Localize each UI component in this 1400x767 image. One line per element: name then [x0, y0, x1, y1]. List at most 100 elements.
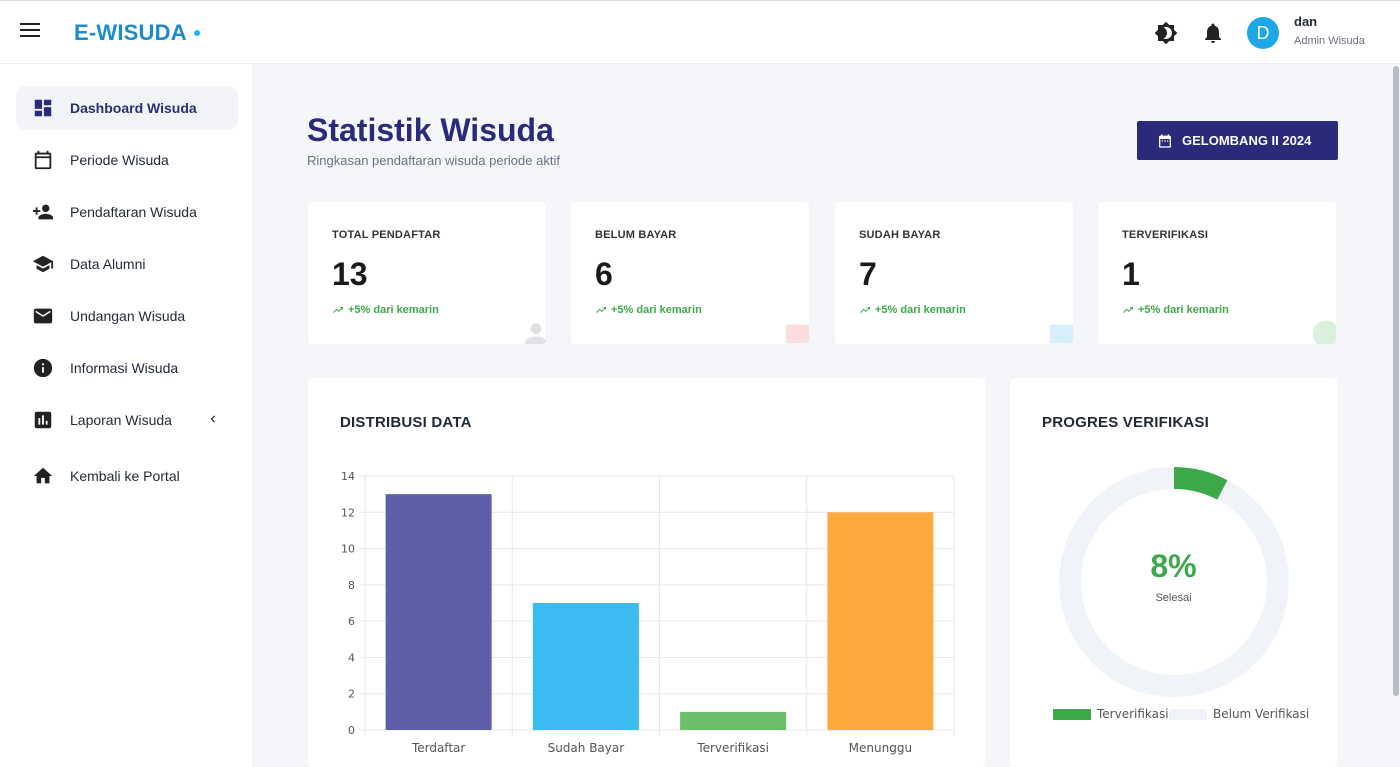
stat-trend-text: +5% dari kemarin	[348, 304, 439, 316]
stat-card-total: TOTAL PENDAFTAR 13 +5% dari kemarin	[308, 202, 546, 344]
mail-icon	[33, 308, 53, 324]
y-tick-label: 0	[348, 724, 355, 737]
legend-item-unverified[interactable]: Belum Verifikasi	[1169, 707, 1309, 721]
stat-card-sudah-bayar: SUDAH BAYAR 7 +5% dari kemarin	[835, 202, 1073, 344]
sidebar-item-label: Pendaftaran Wisuda	[70, 204, 197, 220]
legend-swatch	[1169, 708, 1207, 720]
sidebar-item-label: Periode Wisuda	[70, 152, 169, 168]
user-role: Admin Wisuda	[1294, 35, 1365, 47]
period-button[interactable]: GELOMBANG II 2024	[1137, 121, 1338, 160]
stat-label: TERVERIFIKASI	[1122, 229, 1209, 241]
home-icon	[33, 467, 53, 484]
donut-segment-verified[interactable]	[1059, 467, 1289, 697]
calendar-icon	[34, 150, 52, 170]
stat-trend-text: +5% dari kemarin	[611, 304, 702, 316]
bar-menunggu[interactable]	[827, 512, 934, 730]
legend-item-verified[interactable]: Terverifikasi	[1053, 707, 1169, 721]
legend-swatch	[1053, 708, 1091, 720]
stat-trend-text: +5% dari kemarin	[875, 304, 966, 316]
bar-sudah-bayar[interactable]	[532, 603, 639, 730]
sidebar-item-label: Undangan Wisuda	[70, 308, 186, 324]
graduation-cap-icon	[32, 255, 54, 273]
progress-panel: PROGRES VERIFIKASI 8% Selesai Terverifik…	[1010, 378, 1337, 767]
sidebar-item-label: Data Alumni	[70, 256, 146, 272]
sidebar-item-laporan[interactable]: Laporan Wisuda	[16, 398, 238, 442]
verified-icon	[1312, 320, 1336, 344]
sidebar-item-dashboard[interactable]: Dashboard Wisuda	[16, 86, 238, 130]
x-tick-label: Sudah Bayar	[548, 741, 625, 755]
y-tick-label: 8	[348, 579, 355, 592]
progress-caption: Selesai	[1155, 592, 1192, 604]
stat-value: 1	[1122, 256, 1140, 292]
person-icon	[525, 323, 546, 344]
top-header: E-WISUDA D dan Admin Wisuda	[0, 0, 1400, 64]
stat-trend: +5% dari kemarin	[595, 304, 702, 316]
sidebar-item-informasi[interactable]: Informasi Wisuda	[16, 346, 238, 390]
stat-value: 6	[595, 256, 613, 292]
wallet-icon	[1049, 324, 1073, 344]
legend-label: Terverifikasi	[1097, 707, 1169, 721]
sidebar-item-label: Laporan Wisuda	[70, 412, 172, 428]
stat-label: SUDAH BAYAR	[859, 229, 941, 241]
brand-name: E-WISUDA	[74, 20, 187, 45]
trending-up-icon	[860, 307, 870, 313]
distribution-panel: DISTRIBUSI DATA 0 2 4 6 8 10 12 14 Terdaftar Suda…	[308, 378, 985, 767]
stat-card-belum-bayar: BELUM BAYAR 6 +5% dari kemarin	[571, 202, 809, 344]
stat-card-terverifikasi: TERVERIFIKASI 1 +5% dari kemarin	[1098, 202, 1336, 344]
info-icon	[33, 358, 53, 378]
period-button-label: GELOMBANG II 2024	[1182, 133, 1312, 148]
y-tick-label: 4	[348, 651, 355, 664]
page-subtitle: Ringkasan pendaftaran wisuda periode akt…	[307, 153, 560, 168]
stat-trend: +5% dari kemarin	[332, 304, 439, 316]
payment-icon	[785, 324, 809, 344]
stat-trend-text: +5% dari kemarin	[1138, 304, 1229, 316]
y-tick-label: 12	[341, 506, 355, 519]
y-tick-label: 10	[341, 543, 355, 556]
brand-dot	[193, 30, 200, 36]
progress-percent: 8%	[1150, 548, 1197, 584]
sidebar-item-pendaftaran[interactable]: Pendaftaran Wisuda	[16, 190, 238, 234]
sidebar-item-label: Kembali ke Portal	[70, 468, 180, 484]
stat-label: BELUM BAYAR	[595, 229, 677, 241]
person-add-icon	[32, 204, 54, 220]
y-tick-label: 2	[348, 688, 355, 701]
bell-icon[interactable]	[1201, 21, 1225, 45]
sidebar-item-alumni[interactable]: Data Alumni	[16, 242, 238, 286]
stat-trend: +5% dari kemarin	[1122, 304, 1229, 316]
dashboard-icon	[34, 99, 52, 117]
panel-title: DISTRIBUSI DATA	[340, 414, 472, 431]
calendar-icon	[1159, 133, 1171, 148]
report-icon	[34, 411, 52, 429]
x-tick-label: Terdaftar	[411, 741, 465, 755]
sidebar: Dashboard Wisuda Periode Wisuda Pendafta…	[0, 64, 252, 767]
x-tick-label: Menunggu	[849, 741, 912, 755]
brand-logo[interactable]: E-WISUDA	[74, 20, 200, 46]
avatar[interactable]: D	[1247, 17, 1279, 49]
stat-value: 13	[332, 256, 368, 292]
page-title: Statistik Wisuda	[307, 112, 554, 148]
bar-terdaftar[interactable]	[385, 494, 492, 730]
trending-up-icon	[596, 307, 606, 313]
theme-toggle-icon[interactable]	[1154, 21, 1178, 45]
legend-label: Belum Verifikasi	[1213, 707, 1310, 721]
stat-value: 7	[859, 256, 877, 292]
menu-icon[interactable]	[20, 23, 42, 41]
sidebar-item-undangan[interactable]: Undangan Wisuda	[16, 294, 238, 338]
trending-up-icon	[1123, 307, 1133, 313]
chevron-left-icon[interactable]	[206, 412, 220, 426]
sidebar-item-label: Informasi Wisuda	[70, 360, 179, 376]
stat-label: TOTAL PENDAFTAR	[332, 229, 441, 241]
sidebar-item-portal[interactable]: Kembali ke Portal	[16, 454, 238, 498]
bar-terverifikasi[interactable]	[680, 711, 787, 730]
sidebar-item-label: Dashboard Wisuda	[70, 100, 197, 116]
distribution-bar-chart: 0 2 4 6 8 10 12 14 Terdaftar Sudah Bayar Terverifi…	[341, 470, 955, 755]
verification-donut-chart	[1059, 467, 1289, 697]
sidebar-item-periode[interactable]: Periode Wisuda	[16, 138, 238, 182]
x-tick-label: Terverifikasi	[696, 741, 769, 755]
scrollbar-thumb[interactable]	[1393, 66, 1399, 696]
y-tick-label: 14	[341, 470, 355, 483]
panel-title: PROGRES VERIFIKASI	[1042, 414, 1209, 431]
user-name[interactable]: dan	[1294, 14, 1318, 29]
stat-trend: +5% dari kemarin	[859, 304, 966, 316]
trending-up-icon	[333, 307, 343, 313]
